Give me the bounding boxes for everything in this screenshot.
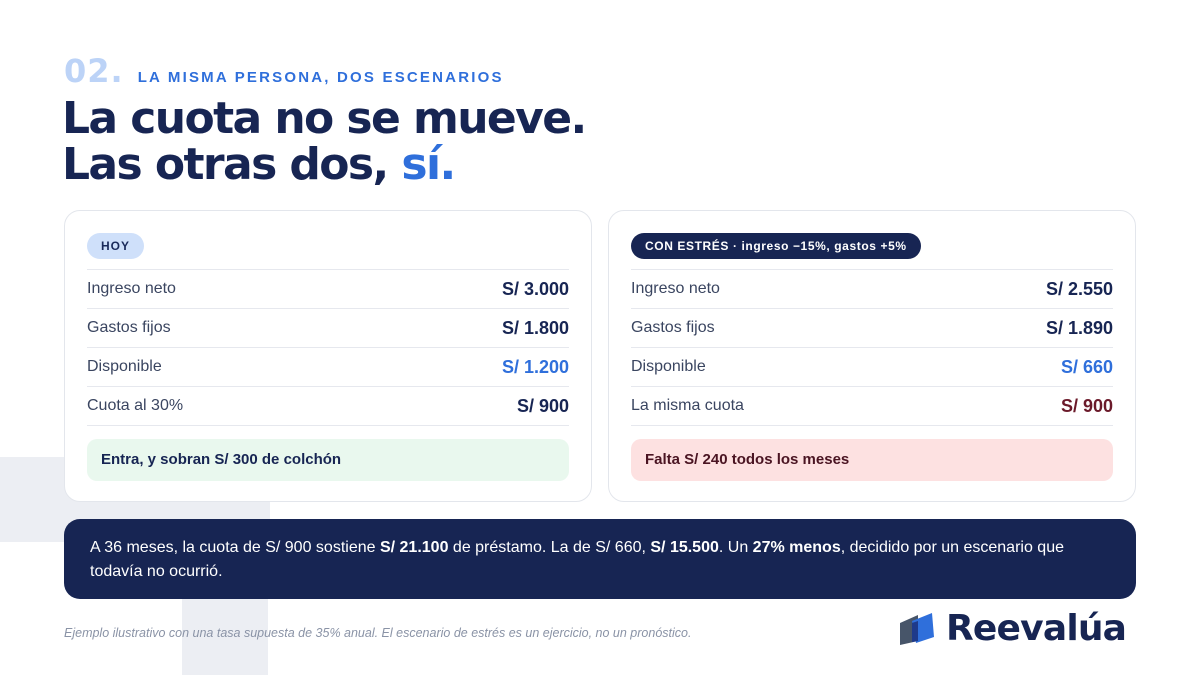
summary-text: de préstamo. La de S/ 660, <box>448 539 651 556</box>
summary-highlight: S/ 21.100 <box>379 539 449 556</box>
brand-name: Reevalúa <box>946 608 1127 649</box>
row-value: S/ 1.200 <box>501 356 569 377</box>
row-label: Ingreso neto <box>87 280 176 297</box>
title-line-2-accent: sí <box>401 139 441 190</box>
scenario-tag: HOY <box>87 233 145 259</box>
scenario-rows: Ingreso neto S/ 3.000 Gastos fijos S/ 1.… <box>87 269 569 426</box>
scenario-rows: Ingreso neto S/ 2.550 Gastos fijos S/ 1.… <box>631 269 1113 426</box>
table-row: Ingreso neto S/ 3.000 <box>87 270 569 309</box>
summary-text: . Un <box>718 539 753 556</box>
table-row: Disponible S/ 1.200 <box>87 348 569 387</box>
summary-text: A 36 meses, la cuota de S/ 900 sostiene <box>90 539 380 556</box>
section-label: LA MISMA PERSONA, DOS ESCENARIOS <box>137 69 504 86</box>
row-label: Cuota al 30% <box>87 397 184 414</box>
row-value: S/ 2.550 <box>1045 278 1113 299</box>
table-row: Cuota al 30% S/ 900 <box>87 387 569 426</box>
surplus-note: Entra, y sobran S/ 300 de colchón <box>87 439 569 481</box>
section-eyebrow: 02. LA MISMA PERSONA, DOS ESCENARIOS <box>64 52 504 90</box>
row-value: S/ 1.800 <box>501 317 569 338</box>
row-value: S/ 900 <box>516 395 569 416</box>
summary-highlight: 27% menos <box>752 539 841 556</box>
summary-highlight: S/ 15.500 <box>650 539 719 556</box>
table-row: Ingreso neto S/ 2.550 <box>631 270 1113 309</box>
footnote: Ejemplo ilustrativo con una tasa supuest… <box>64 626 692 640</box>
row-label: Gastos fijos <box>87 319 171 336</box>
title-line-1: La cuota no se mueve. <box>62 93 587 144</box>
row-label: Ingreso neto <box>631 280 720 297</box>
brand-logo: Reevalúa <box>898 608 1127 649</box>
row-label: Disponible <box>631 358 706 375</box>
title-line-2-prefix: Las otras dos, <box>62 139 402 190</box>
row-label: La misma cuota <box>631 397 744 414</box>
row-value: S/ 900 <box>1060 395 1113 416</box>
row-value: S/ 3.000 <box>501 278 569 299</box>
page-title: La cuota no se mueve. Las otras dos, sí. <box>62 93 587 190</box>
table-row: La misma cuota S/ 900 <box>631 387 1113 426</box>
summary-text: , decidido por un escenario que todavía … <box>90 539 1064 580</box>
table-row: Gastos fijos S/ 1.800 <box>87 309 569 348</box>
deficit-note: Falta S/ 240 todos los meses <box>631 439 1113 481</box>
table-row: Disponible S/ 660 <box>631 348 1113 387</box>
table-row: Gastos fijos S/ 1.890 <box>631 309 1113 348</box>
title-line-2-suffix: . <box>439 139 456 190</box>
scenario-card-today: HOY Ingreso neto S/ 3.000 Gastos fijos S… <box>64 210 592 502</box>
row-label: Disponible <box>87 358 162 375</box>
reevalua-logo-icon <box>900 612 934 645</box>
scenario-tag: CON ESTRÉS · ingreso −15%, gastos +5% <box>631 233 921 259</box>
summary-banner: A 36 meses, la cuota de S/ 900 sostiene … <box>64 519 1136 599</box>
section-number: 02. <box>64 52 124 90</box>
scenario-card-stress: CON ESTRÉS · ingreso −15%, gastos +5% In… <box>608 210 1136 502</box>
row-label: Gastos fijos <box>631 319 715 336</box>
row-value: S/ 660 <box>1060 356 1113 377</box>
row-value: S/ 1.890 <box>1045 317 1113 338</box>
